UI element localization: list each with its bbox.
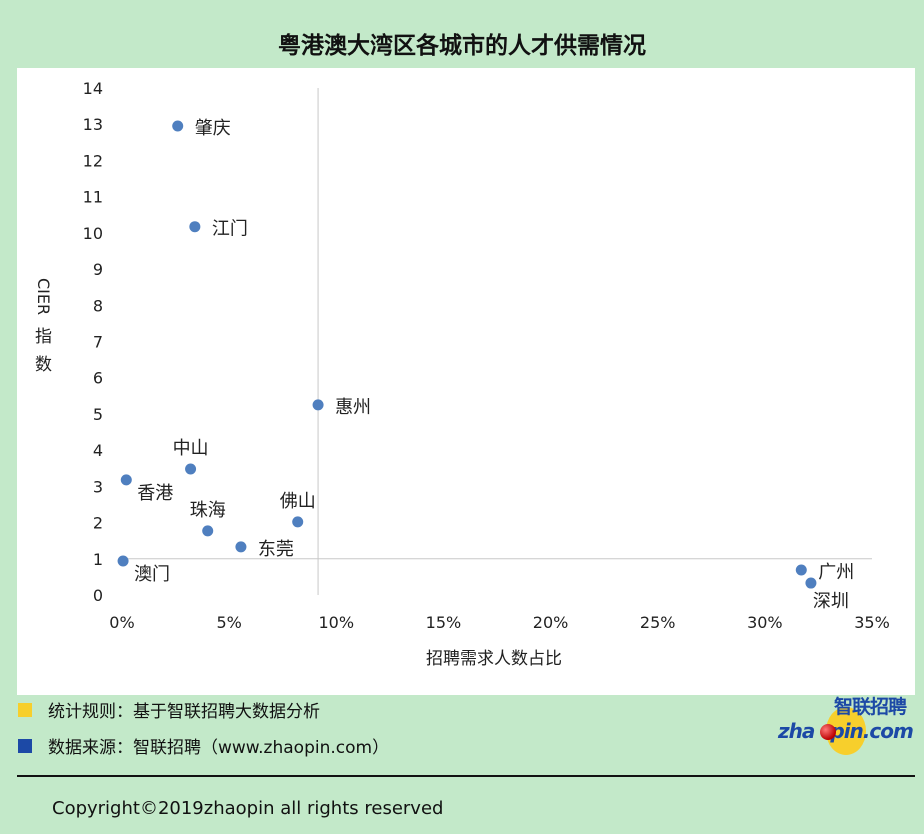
- y-tick-label: 0: [93, 586, 103, 605]
- y-tick-label: 5: [93, 405, 103, 424]
- y-tick-label: 1: [93, 550, 103, 569]
- data-label: 广州: [818, 562, 854, 583]
- data-label: 珠海: [190, 500, 226, 521]
- y-tick-label: 3: [93, 477, 103, 496]
- data-point: [185, 463, 197, 475]
- data-label: 东莞: [258, 539, 294, 560]
- x-tick-label: 20%: [533, 613, 569, 632]
- y-axis-label-cont: 指: [35, 327, 52, 347]
- blue-square-icon: [18, 738, 32, 753]
- data-point: [120, 474, 132, 486]
- y-axis-label: CIER: [34, 278, 53, 315]
- y-tick-label: 9: [93, 260, 103, 279]
- x-tick-label: 30%: [747, 613, 783, 632]
- data-label: 深圳: [813, 591, 849, 612]
- data-point: [805, 577, 817, 589]
- x-tick-label: 0%: [109, 613, 134, 632]
- legend-label: 数据来源：智联招聘（www.zhaopin.com）: [48, 738, 390, 758]
- logo-ball-icon: [820, 724, 836, 740]
- data-label: 中山: [173, 438, 209, 459]
- data-point: [202, 525, 214, 537]
- chart-panel: [17, 68, 915, 695]
- data-point: [189, 221, 201, 233]
- legend-item-source: 数据来源：智联招聘（www.zhaopin.com）: [18, 733, 389, 758]
- data-point: [795, 564, 807, 576]
- x-axis-label: 招聘需求人数占比: [426, 649, 562, 669]
- data-label: 惠州: [335, 397, 371, 418]
- y-tick-label: 13: [83, 115, 103, 134]
- y-tick-label: 14: [83, 79, 103, 98]
- y-tick-label: 12: [83, 151, 103, 170]
- chart-title: 粤港澳大湾区各城市的人才供需情况: [278, 33, 646, 59]
- logo-cn-text: 智联招聘: [834, 696, 907, 718]
- data-label: 香港: [137, 483, 173, 504]
- y-tick-label: 8: [93, 296, 103, 315]
- data-label: 澳门: [134, 564, 170, 585]
- x-tick-label: 5%: [216, 613, 241, 632]
- data-label: 佛山: [280, 491, 316, 512]
- y-tick-label: 10: [83, 224, 103, 243]
- data-point: [292, 516, 304, 528]
- y-axis-label-cont: 数: [35, 355, 52, 375]
- data-point: [117, 555, 129, 567]
- x-tick-label: 25%: [640, 613, 676, 632]
- data-point: [312, 399, 324, 411]
- data-label: 江门: [212, 219, 248, 240]
- logo-en-text: zha pin.com: [778, 719, 914, 743]
- x-tick-label: 10%: [319, 613, 355, 632]
- legend-item-rule: 统计规则：基于智联招聘大数据分析: [18, 697, 320, 722]
- x-tick-label: 35%: [854, 613, 890, 632]
- data-point: [172, 120, 184, 132]
- y-tick-label: 6: [93, 369, 103, 388]
- legend-label: 统计规则：基于智联招聘大数据分析: [48, 702, 320, 722]
- y-tick-label: 11: [83, 188, 103, 207]
- y-tick-label: 2: [93, 514, 103, 533]
- data-point: [235, 541, 247, 553]
- x-tick-label: 15%: [426, 613, 462, 632]
- zhaopin-logo: 智联招聘 zha pin.com: [776, 697, 916, 757]
- yellow-square-icon: [18, 702, 32, 717]
- y-tick-label: 4: [93, 441, 103, 460]
- divider: [17, 775, 915, 777]
- data-label: 肇庆: [195, 118, 231, 139]
- copyright: Copyright©2019zhaopin all rights reserve…: [52, 798, 444, 819]
- y-tick-label: 7: [93, 333, 103, 352]
